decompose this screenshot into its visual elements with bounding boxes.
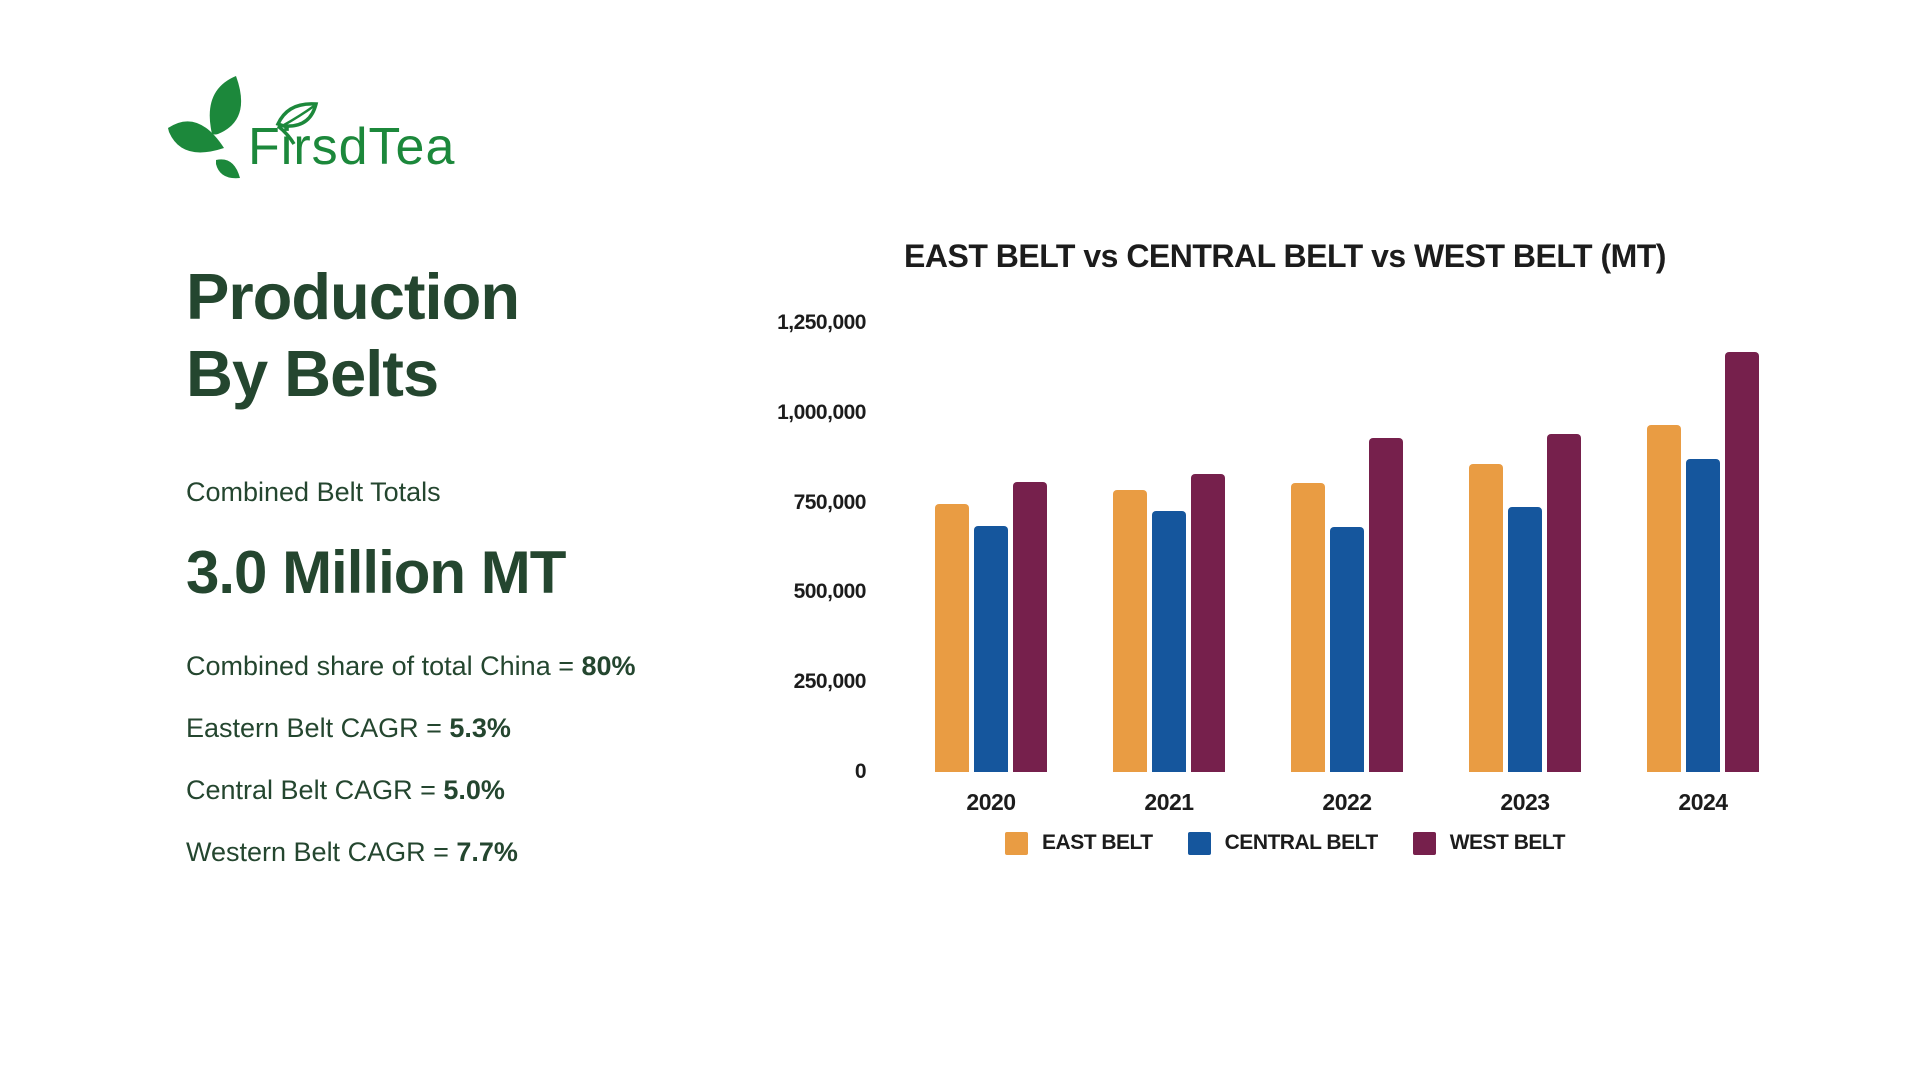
bar-group-2021: 2021 — [1080, 323, 1258, 815]
x-axis-label: 2023 — [1500, 789, 1550, 815]
firsdtea-logo: FirsdTea — [160, 72, 460, 182]
bar-central-belt-2020 — [974, 526, 1008, 772]
y-axis-tick: 1,250,000 — [777, 311, 866, 334]
stats-list: Combined share of total China = 80% East… — [186, 652, 636, 900]
legend-swatch — [1412, 831, 1436, 855]
legend: EAST BELT CENTRAL BELT WEST BELT — [845, 831, 1725, 855]
bar-west-belt-2022 — [1369, 438, 1403, 772]
bar-group-2024: 2024 — [1614, 323, 1792, 815]
stat-china-share: Combined share of total China = 80% — [186, 652, 636, 680]
legend-item-central-belt: CENTRAL BELT — [1187, 831, 1379, 855]
y-axis-tick: 750,000 — [793, 490, 867, 514]
stat-eastern-cagr: Eastern Belt CAGR = 5.3% — [186, 714, 636, 742]
stat-central-cagr: Central Belt CAGR = 5.0% — [186, 776, 636, 804]
stat-value: 5.3% — [449, 713, 511, 743]
bar-east-belt-2020 — [935, 504, 969, 772]
stat-label: Eastern Belt CAGR = — [186, 713, 450, 743]
stat-value: 80% — [581, 651, 636, 681]
x-axis-label: 2020 — [966, 789, 1016, 815]
legend-item-west-belt: WEST BELT — [1412, 831, 1566, 855]
stat-value: 7.7% — [456, 837, 518, 867]
stat-label: Combined share of total China = — [186, 651, 582, 681]
leaf-logo-icon: FirsdTea — [168, 76, 455, 179]
stat-label: Western Belt CAGR = — [186, 837, 457, 867]
stat-western-cagr: Western Belt CAGR = 7.7% — [186, 838, 636, 866]
bar-central-belt-2022 — [1330, 527, 1364, 772]
legend-label: WEST BELT — [1449, 831, 1566, 854]
bar-group-2020: 2020 — [902, 323, 1080, 815]
legend-swatch — [1187, 831, 1211, 855]
legend-label: CENTRAL BELT — [1224, 831, 1379, 854]
bar-west-belt-2024 — [1725, 352, 1759, 772]
bar-group-2023: 2023 — [1436, 323, 1614, 815]
bar-central-belt-2021 — [1152, 511, 1186, 772]
y-axis-tick: 250,000 — [793, 670, 867, 694]
x-axis-label: 2021 — [1144, 789, 1194, 815]
stat-label: Central Belt CAGR = — [186, 775, 444, 805]
bar-east-belt-2024 — [1647, 425, 1681, 772]
logo-wordmark: FirsdTea — [248, 118, 455, 176]
legend-label: EAST BELT — [1042, 831, 1153, 854]
bar-east-belt-2023 — [1469, 464, 1503, 772]
page-title-line1: Production — [186, 260, 520, 333]
bar-east-belt-2021 — [1113, 490, 1147, 772]
total-value: 3.0 Million MT — [186, 539, 566, 606]
bar-central-belt-2023 — [1508, 507, 1542, 772]
subtitle: Combined Belt Totals — [186, 477, 441, 507]
y-axis-tick: 1,000,000 — [777, 400, 866, 424]
plot-area: 2020 2021 2022 2023 2024 — [902, 323, 1792, 815]
bar-west-belt-2023 — [1547, 434, 1581, 772]
legend-swatch — [1005, 831, 1029, 855]
bar-group-2022: 2022 — [1258, 323, 1436, 815]
y-axis: 0 250,000 500,000 750,000 1,000,000 1,250,000 — [720, 311, 867, 783]
page-title: Production By Belts — [186, 258, 520, 412]
bar-west-belt-2021 — [1191, 474, 1225, 772]
bar-west-belt-2020 — [1013, 482, 1047, 772]
y-axis-tick: 0 — [854, 760, 867, 783]
legend-item-east-belt: EAST BELT — [1005, 831, 1153, 855]
stat-value: 5.0% — [443, 775, 505, 805]
x-axis-label: 2024 — [1678, 789, 1728, 815]
bar-east-belt-2022 — [1291, 483, 1325, 772]
page-title-line2: By Belts — [186, 337, 439, 410]
bar-central-belt-2024 — [1686, 459, 1720, 772]
chart-title: EAST BELT vs CENTRAL BELT vs WEST BELT (… — [904, 238, 1666, 274]
y-axis-tick: 500,000 — [793, 580, 867, 604]
x-axis-label: 2022 — [1322, 789, 1372, 815]
